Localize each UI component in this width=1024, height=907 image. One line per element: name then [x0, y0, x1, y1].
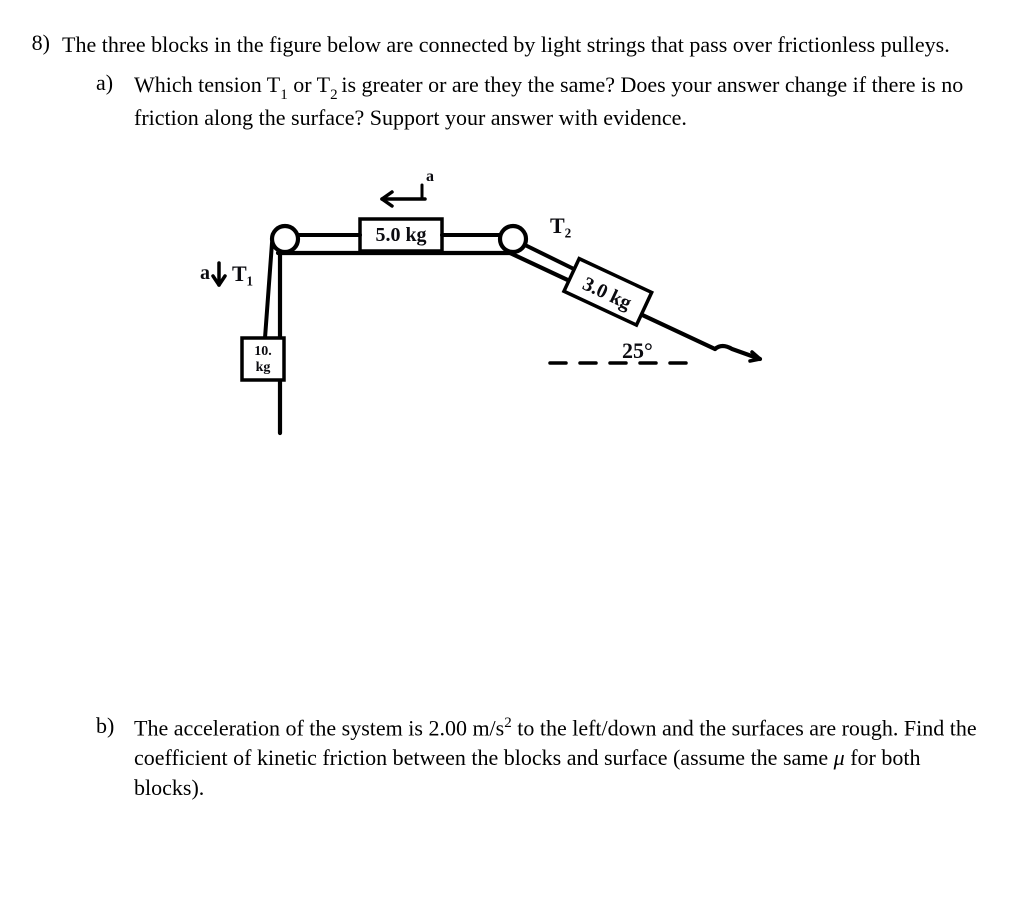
- part-a-letter: a): [96, 70, 122, 133]
- t1-label: T₁: [232, 261, 253, 286]
- part-b-letter: b): [96, 713, 122, 802]
- part-a-text: Which tension T1 or T2 is greater or are…: [134, 70, 984, 133]
- physics-diagram: 5.0 kg 10. kg 3.0 kg: [150, 163, 850, 443]
- accel-top-arrow: a: [382, 168, 434, 206]
- angle-label: 25°: [622, 338, 653, 363]
- mass-top-label: 5.0 kg: [375, 224, 426, 246]
- t2-label: T₂: [550, 213, 572, 238]
- problem-intro: The three blocks in the figure below are…: [62, 30, 950, 60]
- svg-text:a: a: [426, 168, 434, 185]
- problem-number: 8): [20, 30, 50, 60]
- svg-text:10.: 10.: [254, 344, 272, 359]
- part-b-text: The acceleration of the system is 2.00 m…: [134, 713, 984, 802]
- svg-text:kg: kg: [256, 360, 271, 375]
- accel-left-label: a T₁: [200, 261, 253, 286]
- svg-text:a: a: [200, 262, 210, 284]
